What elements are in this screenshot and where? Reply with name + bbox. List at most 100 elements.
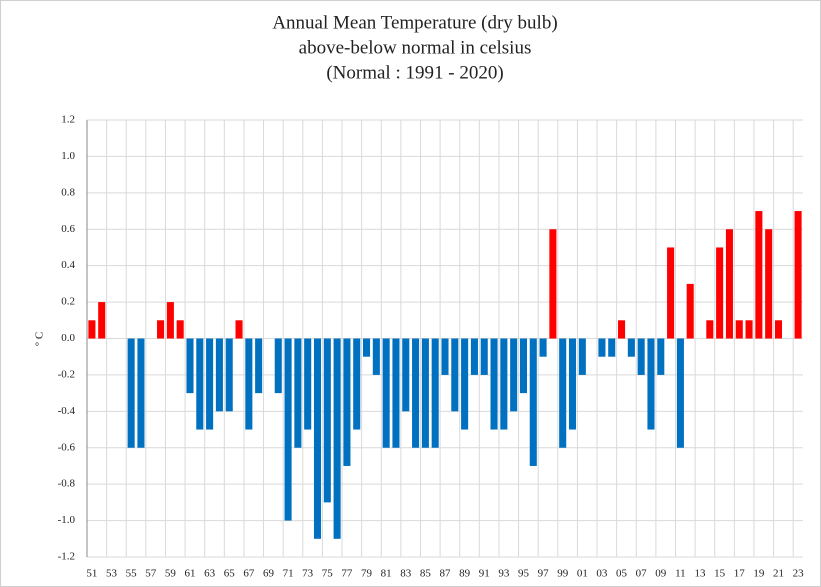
bar [284,338,292,521]
bar [774,320,783,339]
bar [500,338,508,430]
x-tick-label: 97 [538,568,550,580]
x-tick-label: 61 [184,568,195,580]
bar [157,320,165,339]
x-tick-label: 15 [714,568,726,580]
x-tick-label: 71 [283,568,294,580]
bar [363,338,371,357]
bar [676,338,684,448]
x-tick-label: 51 [86,568,97,580]
bar [637,338,645,375]
bar [598,338,606,357]
bar [431,338,439,448]
y-tick-label: -0.8 [58,478,76,490]
bar [549,229,557,339]
x-tick-label: 63 [204,568,216,580]
y-axis-label: ° C [34,332,46,347]
bar [333,338,341,539]
x-tick-label: 03 [596,568,608,580]
y-tick-label: 0.0 [61,332,75,344]
x-tick-label: 89 [459,568,471,580]
y-tick-label: -1.2 [58,551,75,563]
bar [735,320,743,339]
bar [137,338,145,448]
bar [510,338,518,412]
bar [382,338,390,448]
bar [176,320,184,339]
bar [578,338,586,375]
y-tick-label: 0.6 [61,223,75,235]
x-tick-label: 11 [675,568,686,580]
bar [304,338,312,430]
bar [196,338,204,430]
bar [559,338,567,448]
bar [725,229,733,339]
bar [706,320,714,339]
x-tick-label: 75 [322,568,334,580]
x-tick-label: 53 [106,568,118,580]
bar [313,338,322,539]
bar [166,302,174,339]
bar [686,283,694,339]
bar [765,229,773,339]
bar [235,320,243,339]
bar [88,320,96,339]
bar [568,338,577,430]
x-tick-label: 59 [165,568,177,580]
bar [627,338,635,357]
x-tick-label: 73 [302,568,314,580]
x-tick-label: 65 [224,568,236,580]
x-tick-label: 01 [577,568,588,580]
y-tick-label: 0.8 [61,186,75,198]
x-tick-label: 93 [498,568,510,580]
x-tick-label: 91 [479,568,490,580]
y-tick-label: 1.0 [61,150,75,162]
bar [392,338,400,448]
x-tick-label: 95 [518,568,530,580]
bar [255,338,263,394]
x-tick-label: 87 [440,568,452,580]
y-tick-label: -1.0 [58,514,76,526]
bar [402,338,410,412]
bar [98,302,106,339]
bar [186,338,194,394]
x-tick-label: 05 [616,568,628,580]
y-tick-label: 0.2 [61,296,75,308]
bar [519,338,527,394]
bar [441,338,449,375]
y-tick-label: -0.6 [58,441,76,453]
bar [353,338,361,430]
bar [490,338,498,430]
x-tick-label: 83 [400,568,412,580]
x-tick-label: 77 [341,568,353,580]
x-tick-label: 21 [773,568,784,580]
chart-title: Annual Mean Temperature (dry bulb) [272,12,557,33]
bar [657,338,665,375]
bar [451,338,459,412]
x-tick-label: 67 [243,568,255,580]
x-tick-label: 85 [420,568,432,580]
bar [225,338,233,412]
y-tick-label: -0.2 [58,368,75,380]
bar [421,338,429,448]
x-tick-label: 13 [695,568,707,580]
bar [716,247,724,339]
bar [323,338,331,503]
x-tick-label: 55 [126,568,138,580]
x-tick-label: 17 [734,568,746,580]
bar [215,338,223,412]
bar [343,338,351,466]
x-tick-label: 99 [557,568,569,580]
x-tick-label: 69 [263,568,275,580]
bar [245,338,253,430]
x-tick-label: 19 [753,568,765,580]
bar [206,338,214,430]
bar [372,338,380,375]
bar [274,338,282,394]
bar [608,338,616,357]
chart-subtitle: above-below normal in celsius [299,37,532,58]
bar [647,338,655,430]
bar [412,338,420,448]
